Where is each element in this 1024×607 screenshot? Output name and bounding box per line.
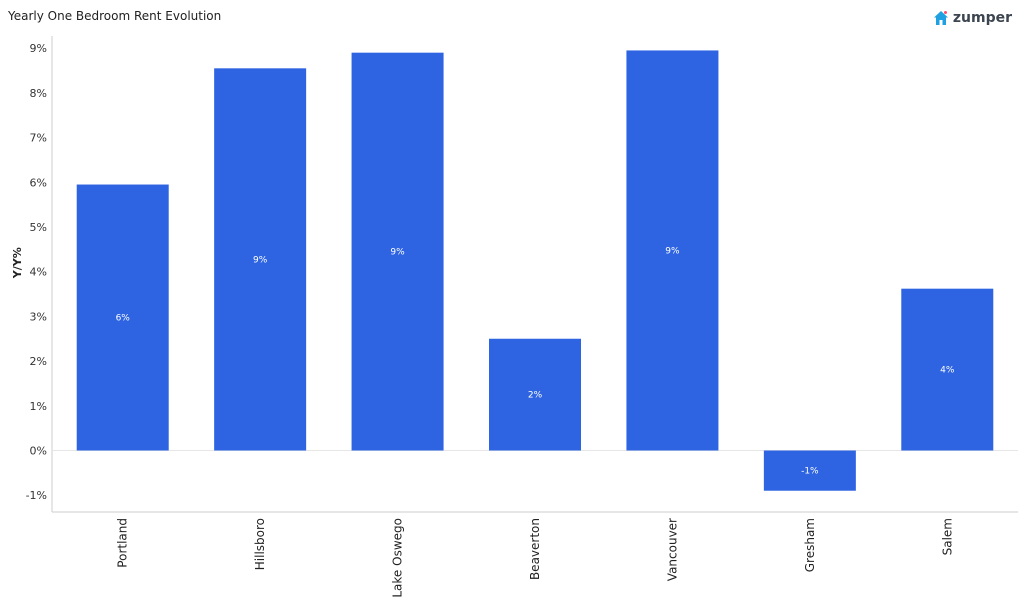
y-axis-label: Y/Y% (11, 247, 24, 279)
bar-gresham[interactable] (763, 450, 856, 491)
x-tick-label: Vancouver (665, 518, 679, 581)
bar-vancouver[interactable] (626, 50, 719, 451)
house-icon (933, 11, 948, 25)
y-tick-label: 0% (30, 445, 47, 458)
chart-labels: 6% Portland 9% Hillsboro 9% Lake Oswego 2% Beav… (116, 246, 955, 597)
y-tick-label: 4% (30, 266, 47, 279)
data-label: 9% (390, 248, 405, 258)
data-label: 9% (253, 255, 268, 265)
x-tick-label: Hillsboro (253, 518, 267, 570)
y-tick-label: 8% (30, 87, 47, 100)
zumper-logo[interactable]: zumper (933, 10, 1012, 26)
y-tick-label: 9% (30, 42, 47, 55)
y-tick-label: 3% (30, 310, 47, 323)
data-label: 4% (940, 366, 955, 376)
x-tick-label: Beaverton (528, 518, 542, 580)
y-tick-label: 5% (30, 221, 47, 234)
x-tick-label: Salem (940, 518, 954, 555)
data-label: 9% (665, 246, 680, 256)
bar-salem[interactable] (901, 288, 994, 451)
data-label: 6% (116, 314, 131, 324)
y-tick-label: 1% (30, 400, 47, 413)
chart-bars (76, 50, 994, 491)
bar-hillsboro[interactable] (214, 68, 307, 451)
logo-text: zumper (952, 10, 1012, 26)
chart-axes: -1% 0% 1% 2% 3% 4% 5% 6% 7% 8% 9% Y/Y% (11, 36, 1018, 513)
x-tick-label: Portland (116, 518, 130, 568)
x-tick-label: Lake Oswego (391, 518, 405, 598)
y-tick-label: 7% (30, 132, 47, 145)
y-tick-label: -1% (26, 489, 47, 502)
y-tick-label: 6% (30, 176, 47, 189)
data-label: 2% (528, 391, 543, 401)
y-tick-label: 2% (30, 355, 47, 368)
bar-lake-oswego[interactable] (351, 52, 444, 451)
bar-beaverton[interactable] (489, 338, 581, 451)
data-label: -1% (801, 467, 819, 477)
bar-portland[interactable] (76, 184, 169, 451)
chart-title: Yearly One Bedroom Rent Evolution (8, 9, 222, 23)
x-tick-label: Gresham (803, 518, 817, 572)
